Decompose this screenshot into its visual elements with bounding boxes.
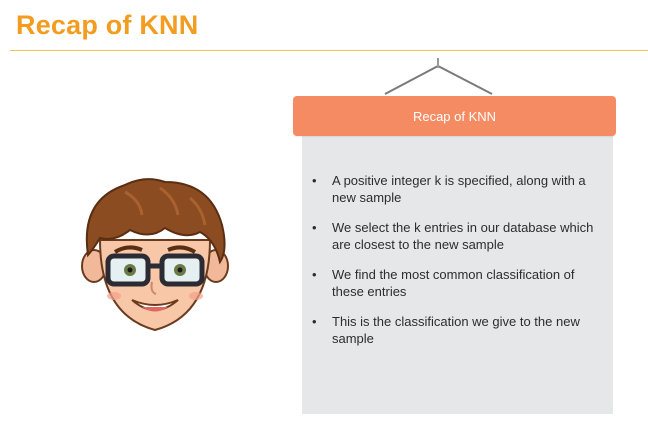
bullet-dot-icon: • [312, 220, 317, 235]
bullet-text: We find the most common classification o… [332, 267, 575, 299]
list-item: • We find the most common classification… [312, 266, 602, 300]
bullet-text: A positive integer k is specified, along… [332, 173, 586, 205]
cartoon-boy-with-glasses-icon [81, 178, 229, 332]
bullet-list: • A positive integer k is specified, alo… [312, 172, 602, 360]
slide-title: Recap of KNN [16, 10, 199, 40]
list-item: • This is the classification we give to … [312, 313, 602, 347]
info-board [302, 126, 613, 414]
bullet-dot-icon: • [312, 267, 317, 282]
bullet-dot-icon: • [312, 173, 317, 188]
list-item: • We select the k entries in our databas… [312, 219, 602, 253]
title-divider [10, 50, 648, 51]
list-item: • A positive integer k is specified, alo… [312, 172, 602, 206]
bullet-text: This is the classification we give to th… [332, 314, 580, 346]
board-hanger-icon [384, 58, 493, 95]
bullet-dot-icon: • [312, 314, 317, 329]
board-header: Recap of KNN [293, 96, 616, 136]
bullet-text: We select the k entries in our database … [332, 220, 594, 252]
